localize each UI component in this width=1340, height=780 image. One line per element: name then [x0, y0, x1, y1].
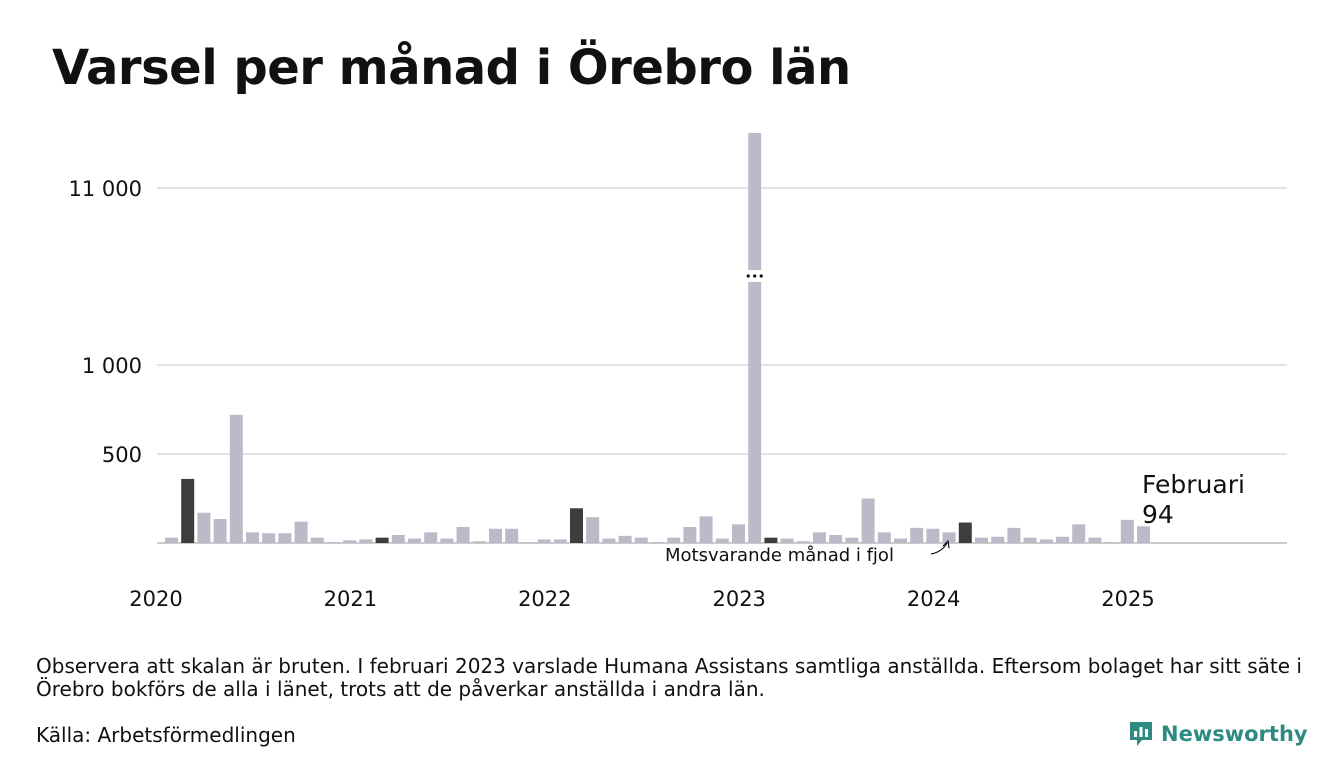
bar	[975, 537, 988, 543]
x-axis-ticks: 2020 2021 2022 2023 2024 2025	[129, 587, 1154, 611]
highlight-value-label: 94	[1142, 500, 1174, 529]
bar	[991, 536, 1005, 543]
bar	[1137, 526, 1150, 543]
bar	[1088, 537, 1102, 543]
bar	[877, 532, 891, 543]
x-tick-label: 2022	[518, 587, 571, 611]
bar	[456, 526, 470, 543]
bar	[570, 508, 583, 543]
bar	[813, 532, 826, 543]
y-tick-label: 500	[102, 443, 142, 467]
bar	[327, 542, 340, 544]
bar	[246, 532, 259, 543]
highlight-month-label: Februari	[1142, 470, 1245, 499]
bar	[894, 538, 907, 543]
x-tick-label: 2023	[712, 587, 765, 611]
bar	[958, 522, 972, 543]
annotation-arrow	[930, 542, 948, 555]
bar	[910, 527, 924, 543]
bar	[942, 532, 956, 543]
bar	[845, 537, 859, 543]
bar	[1007, 527, 1021, 543]
bar	[424, 532, 438, 543]
scale-break-dot	[753, 274, 757, 278]
bar	[505, 528, 519, 543]
y-tick-label: 1 000	[82, 354, 142, 378]
bar	[181, 478, 195, 543]
bars	[165, 133, 1150, 544]
bar	[310, 537, 324, 543]
bar	[1120, 519, 1134, 543]
bar	[537, 539, 551, 543]
newsworthy-logo[interactable]: Newsworthy	[1128, 718, 1308, 750]
bar	[553, 539, 567, 543]
bar	[780, 538, 794, 543]
bar	[602, 538, 616, 543]
bar	[651, 542, 664, 544]
y-axis-ticks: 500 1 000 11 000	[69, 177, 142, 467]
bar	[748, 133, 762, 543]
bar	[165, 537, 178, 543]
bar	[861, 498, 875, 543]
bar	[618, 535, 632, 543]
chart-title: Varsel per månad i Örebro län	[52, 40, 851, 96]
bar	[359, 539, 373, 543]
x-tick-label: 2025	[1101, 587, 1154, 611]
bar	[1072, 524, 1086, 543]
bar	[1039, 539, 1053, 543]
source-text: Källa: Arbetsförmedlingen	[36, 723, 296, 747]
bar	[408, 538, 421, 543]
bar	[262, 533, 276, 543]
bar	[197, 512, 211, 543]
bar	[375, 537, 389, 543]
x-tick-label: 2021	[324, 587, 377, 611]
bar	[1056, 536, 1069, 543]
bar	[294, 521, 308, 543]
bar	[732, 524, 745, 543]
bar	[926, 528, 940, 543]
bar	[391, 534, 405, 543]
bar	[586, 517, 600, 543]
annotation-arrowhead	[942, 539, 950, 549]
bar	[634, 537, 648, 543]
chart-note: Observera att skalan är bruten. I februa…	[36, 654, 1302, 701]
bar	[829, 534, 843, 543]
bar	[343, 540, 357, 543]
bar	[667, 537, 681, 543]
bar	[472, 541, 486, 543]
x-tick-label: 2024	[907, 587, 960, 611]
bar	[489, 528, 502, 543]
gridlines	[157, 187, 1287, 544]
bar	[699, 516, 713, 543]
bar	[229, 414, 243, 543]
scale-break-dot	[759, 274, 763, 278]
y-tick-label: 11 000	[69, 177, 142, 201]
bar	[521, 542, 535, 544]
bar	[764, 537, 778, 543]
bar	[1023, 537, 1037, 543]
bar	[796, 541, 810, 543]
x-tick-label: 2020	[129, 587, 182, 611]
annotations: Motsvarande månad i fjol Februari 94	[665, 470, 1245, 566]
bar	[278, 533, 292, 543]
bar	[683, 526, 697, 543]
prev-year-annotation: Motsvarande månad i fjol	[665, 545, 894, 566]
newsworthy-logo-text: Newsworthy	[1161, 722, 1308, 746]
bar	[440, 538, 454, 543]
scale-break-dot	[746, 274, 750, 278]
bar	[715, 538, 729, 543]
bar	[213, 518, 227, 543]
bar	[1104, 542, 1118, 544]
newsworthy-logo-icon	[1130, 722, 1152, 746]
